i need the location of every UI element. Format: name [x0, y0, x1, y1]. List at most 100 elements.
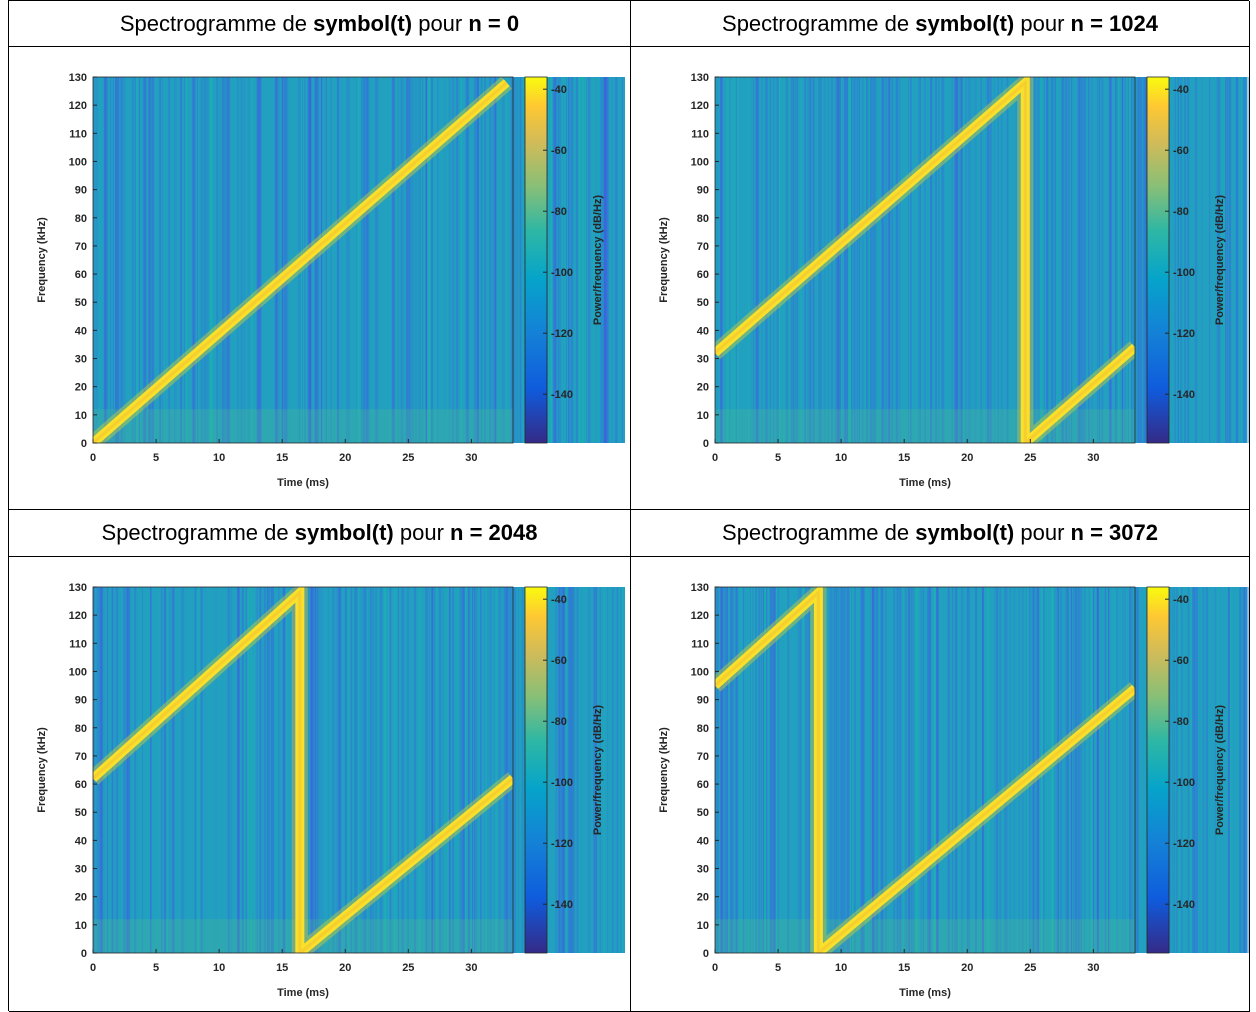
noise-stripe: [600, 77, 602, 443]
noise-stripe: [286, 77, 289, 443]
noise-stripe: [951, 587, 955, 953]
noise-stripe: [1230, 587, 1232, 953]
chirp-core: [93, 589, 513, 953]
chart-cell: -40 -60 -80 -100 -120 -140 Power/frequency (dB…: [631, 47, 1250, 510]
noise-stripe: [1202, 587, 1204, 953]
x-tick-label: 15: [898, 962, 910, 974]
noise-stripe: [236, 77, 239, 443]
noise-stripe: [465, 77, 468, 443]
noise-stripe: [1031, 77, 1034, 443]
x-tick-label: 5: [775, 452, 781, 464]
noise-stripe: [910, 77, 912, 443]
heading-cell: Spectrogramme de symbol(t) pour n = 2048: [9, 510, 631, 557]
noise-stripe: [869, 587, 870, 953]
noise-stripe: [291, 587, 293, 953]
noise-stripe: [192, 77, 195, 443]
y-tick-label: 70: [697, 751, 709, 763]
y-tick-label: 100: [691, 156, 709, 168]
noise-stripe: [1225, 77, 1227, 443]
noise-stripe: [357, 77, 361, 443]
noise-stripe: [858, 77, 861, 443]
noise-stripe: [151, 77, 154, 443]
chirp-core: [715, 589, 1135, 953]
y-tick-label: 40: [697, 325, 709, 337]
noise-stripe: [853, 77, 856, 443]
noise-stripe: [621, 587, 624, 953]
low-band: [715, 409, 1135, 443]
noise-stripe: [799, 587, 802, 953]
noise-stripe: [620, 587, 623, 953]
colorbar-tick-label: -80: [1173, 206, 1189, 218]
noise-stripe: [146, 77, 148, 443]
noise-stripe: [1188, 77, 1191, 443]
noise-stripe: [1104, 587, 1107, 953]
table: Spectrogramme de symbol(t) pour n = 0 Sp…: [8, 0, 1250, 1012]
noise-stripe: [986, 587, 990, 953]
noise-stripe: [776, 587, 778, 953]
noise-stripe: [1100, 587, 1102, 953]
noise-stripe: [989, 77, 992, 443]
chirp-core: [715, 79, 1135, 443]
noise-stripe: [459, 587, 462, 953]
noise-stripe: [762, 587, 763, 953]
noise-stripe: [920, 77, 923, 443]
noise-stripe: [766, 587, 768, 953]
colorbar-tick-label: -140: [551, 389, 573, 401]
x-tick-label: 25: [1024, 962, 1036, 974]
noise-stripe: [1030, 77, 1033, 443]
noise-stripe: [111, 587, 114, 953]
y-tick-label: 120: [69, 100, 87, 112]
noise-stripe: [796, 77, 797, 443]
noise-stripe: [725, 587, 728, 953]
noise-stripe: [361, 77, 363, 443]
noise-stripe: [317, 587, 319, 953]
noise-stripe: [1046, 77, 1049, 443]
noise-stripe: [148, 77, 151, 443]
plot-frame: [92, 586, 514, 954]
noise-stripe: [1015, 77, 1018, 443]
noise-stripe: [362, 77, 365, 443]
noise-stripe: [866, 77, 869, 443]
noise-stripe: [616, 77, 618, 443]
noise-stripe: [1066, 587, 1069, 953]
noise-stripe: [720, 77, 723, 443]
noise-stripe: [752, 587, 755, 953]
noise-stripe: [899, 77, 901, 443]
noise-stripe: [435, 587, 437, 953]
noise-stripe: [899, 587, 901, 953]
noise-stripe: [872, 77, 874, 443]
noise-stripe: [938, 77, 940, 443]
noise-stripe: [1065, 587, 1067, 953]
noise-stripe: [397, 587, 399, 953]
noise-stripe: [751, 587, 754, 953]
noise-stripe: [839, 587, 842, 953]
noise-stripe: [741, 587, 743, 953]
noise-stripe: [922, 587, 924, 953]
noise-stripe: [356, 77, 357, 443]
noise-stripe: [380, 587, 383, 953]
noise-stripe: [888, 77, 890, 443]
noise-stripe: [576, 77, 579, 443]
noise-stripe: [1143, 77, 1146, 443]
noise-stripe: [1189, 587, 1193, 953]
noise-stripe: [791, 77, 795, 443]
noise-stripe: [348, 77, 350, 443]
noise-stripe: [179, 77, 182, 443]
noise-stripe: [966, 587, 969, 953]
noise-stripe: [337, 587, 339, 953]
noise-stripe: [278, 77, 280, 443]
noise-stripe: [1217, 77, 1221, 443]
noise-stripe: [321, 77, 323, 443]
x-tick-label: 5: [775, 962, 781, 974]
noise-stripe: [112, 587, 115, 953]
noise-stripe: [281, 77, 284, 443]
noise-stripe: [918, 77, 921, 443]
noise-stripe: [330, 77, 333, 443]
heading-cell: Spectrogramme de symbol(t) pour n = 3072: [631, 510, 1250, 557]
noise-stripe: [1097, 587, 1098, 953]
noise-stripe: [134, 77, 136, 443]
noise-stripe: [1006, 77, 1009, 443]
noise-stripe: [560, 587, 561, 953]
noise-stripe: [363, 587, 366, 953]
